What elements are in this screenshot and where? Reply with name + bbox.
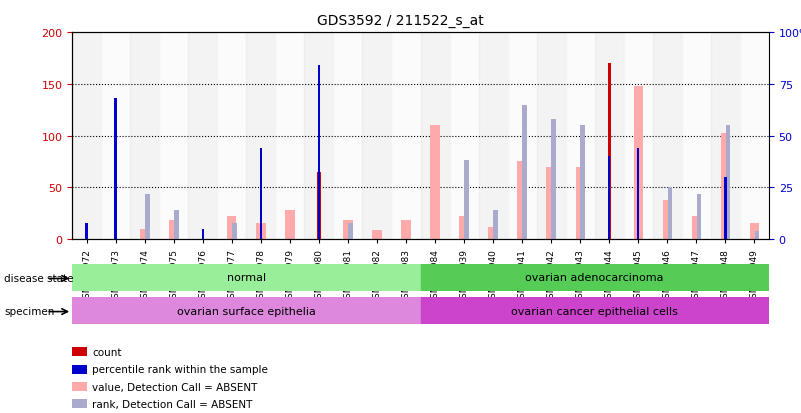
Text: count: count	[92, 347, 122, 357]
Bar	[682, 33, 711, 240]
Bar	[140, 229, 149, 240]
Bar	[392, 33, 421, 240]
Bar	[581, 126, 586, 240]
Bar	[101, 33, 130, 240]
Text: value, Detection Call = ABSENT: value, Detection Call = ABSENT	[92, 382, 257, 392]
Bar	[692, 217, 701, 240]
Text: ovarian surface epithelia: ovarian surface epithelia	[177, 306, 316, 316]
Bar	[421, 264, 769, 291]
Bar	[72, 264, 421, 291]
Bar	[318, 66, 320, 240]
Bar	[317, 173, 320, 240]
Bar	[517, 162, 527, 240]
Bar	[169, 221, 179, 240]
Bar	[594, 33, 624, 240]
Bar	[362, 33, 392, 240]
Bar	[508, 33, 537, 240]
Bar	[130, 33, 159, 240]
Bar	[188, 33, 217, 240]
Bar	[72, 297, 421, 324]
Bar	[460, 217, 469, 240]
Bar	[662, 200, 672, 240]
Bar	[217, 33, 247, 240]
Bar	[634, 87, 643, 240]
Bar	[401, 221, 411, 240]
Bar	[478, 33, 508, 240]
Bar	[114, 188, 117, 240]
Bar	[232, 223, 237, 240]
Bar	[755, 231, 759, 240]
Bar	[522, 105, 527, 240]
Bar	[247, 33, 276, 240]
Bar	[449, 33, 478, 240]
Bar	[726, 126, 731, 240]
Text: disease state: disease state	[4, 273, 74, 283]
Bar	[465, 161, 469, 240]
Bar	[430, 126, 440, 240]
Bar	[740, 33, 769, 240]
Bar	[576, 167, 585, 240]
Bar	[566, 33, 594, 240]
Bar	[256, 223, 265, 240]
Text: ovarian adenocarcinoma: ovarian adenocarcinoma	[525, 273, 664, 283]
Bar	[260, 149, 262, 240]
Bar	[667, 188, 672, 240]
Bar	[174, 211, 179, 240]
Bar	[608, 64, 611, 240]
Bar	[721, 133, 730, 240]
Bar	[202, 229, 204, 240]
Text: normal: normal	[227, 273, 266, 283]
Bar	[72, 33, 101, 240]
Bar	[724, 178, 727, 240]
Bar	[608, 157, 610, 240]
Bar	[115, 99, 117, 240]
Bar	[372, 230, 381, 240]
Bar	[333, 33, 362, 240]
Bar	[276, 33, 304, 240]
Bar	[653, 33, 682, 240]
Bar	[421, 33, 449, 240]
Bar	[344, 221, 352, 240]
Bar	[551, 120, 556, 240]
Bar	[348, 223, 353, 240]
Bar	[546, 167, 556, 240]
Bar	[637, 149, 639, 240]
Bar	[750, 223, 759, 240]
Text: rank, Detection Call = ABSENT: rank, Detection Call = ABSENT	[92, 399, 252, 409]
Bar	[489, 227, 497, 240]
Bar	[227, 217, 236, 240]
Bar	[285, 211, 295, 240]
Bar	[493, 211, 498, 240]
Bar	[145, 194, 150, 240]
Bar	[624, 33, 653, 240]
Text: specimen: specimen	[4, 306, 54, 316]
Bar	[159, 33, 188, 240]
Bar	[697, 194, 702, 240]
Bar	[304, 33, 333, 240]
Text: GDS3592 / 211522_s_at: GDS3592 / 211522_s_at	[317, 14, 484, 28]
Bar	[421, 297, 769, 324]
Bar	[710, 33, 740, 240]
Bar	[537, 33, 566, 240]
Text: ovarian cancer epithelial cells: ovarian cancer epithelial cells	[511, 306, 678, 316]
Bar	[86, 223, 88, 240]
Text: percentile rank within the sample: percentile rank within the sample	[92, 364, 268, 374]
